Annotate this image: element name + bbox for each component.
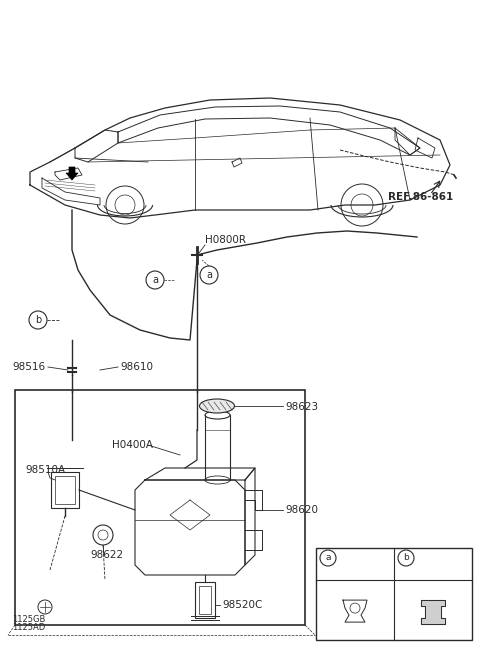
- Text: H0800R: H0800R: [205, 235, 246, 245]
- Text: 98620: 98620: [285, 505, 318, 515]
- Bar: [55, 476, 75, 504]
- Circle shape: [398, 550, 414, 566]
- Circle shape: [320, 550, 336, 566]
- Text: b: b: [35, 315, 41, 325]
- Bar: [199, 586, 211, 614]
- Bar: [316, 548, 472, 640]
- Text: 98622: 98622: [90, 550, 123, 560]
- Text: a: a: [325, 553, 331, 562]
- Bar: [51, 472, 79, 508]
- Text: 98516: 98516: [12, 362, 45, 372]
- Text: REF.86-861: REF.86-861: [388, 192, 453, 202]
- Text: 98635: 98635: [419, 553, 452, 563]
- Text: 98520C: 98520C: [222, 600, 263, 610]
- Bar: [15, 390, 305, 625]
- Text: 98623: 98623: [285, 402, 318, 412]
- Text: 1125AD: 1125AD: [12, 623, 45, 633]
- Circle shape: [200, 266, 218, 284]
- Circle shape: [93, 525, 113, 545]
- Text: 81199: 81199: [341, 553, 374, 563]
- Text: a: a: [152, 275, 158, 285]
- Polygon shape: [66, 167, 78, 180]
- Polygon shape: [421, 600, 445, 624]
- Text: a: a: [206, 270, 212, 280]
- Text: H0400A: H0400A: [112, 440, 153, 450]
- Text: 1125GB: 1125GB: [12, 616, 46, 625]
- Text: b: b: [403, 553, 409, 562]
- Bar: [195, 582, 215, 618]
- Text: 98510A: 98510A: [25, 465, 65, 475]
- Ellipse shape: [200, 399, 235, 413]
- Circle shape: [146, 271, 164, 289]
- Text: 98610: 98610: [120, 362, 153, 372]
- Circle shape: [29, 311, 47, 329]
